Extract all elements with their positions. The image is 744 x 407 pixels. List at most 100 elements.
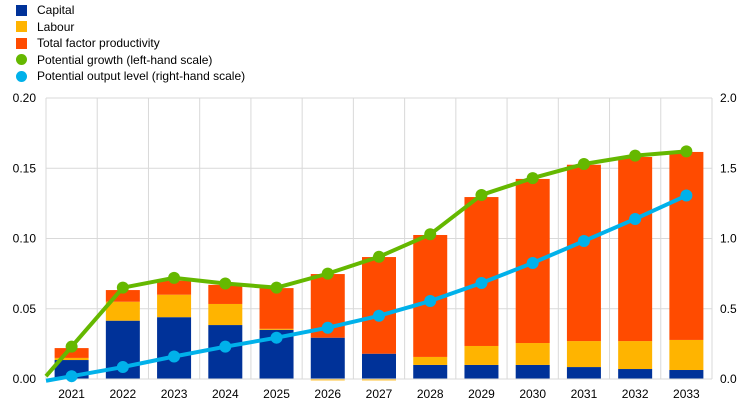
point-potential-output-level: [65, 370, 78, 383]
line-potential-growth: [44, 149, 687, 378]
x-tick-label: 2033: [673, 387, 700, 401]
bar-labour: [566, 341, 601, 368]
legend-label: Capital: [37, 3, 75, 18]
legend-item: Capital: [16, 2, 245, 19]
bar-capital: [618, 369, 653, 379]
point-potential-output-level: [526, 256, 539, 269]
x-tick-label: 2030: [519, 387, 546, 401]
left-tick-label: 0.20: [13, 91, 37, 105]
point-potential-growth: [116, 281, 129, 294]
point-potential-growth: [629, 149, 642, 162]
point-potential-output-level: [270, 331, 283, 344]
bar-capital: [413, 364, 448, 379]
bar-labour: [515, 343, 550, 365]
x-tick-label: 2026: [314, 387, 341, 401]
point-potential-output-level: [424, 295, 437, 308]
point-potential-growth: [475, 188, 488, 201]
point-potential-growth: [270, 281, 283, 294]
bar-labour: [310, 379, 345, 381]
line-potential-output-level: [45, 193, 688, 383]
right-tick-label: 2.0: [720, 91, 737, 105]
legend-label: Labour: [37, 19, 75, 34]
x-tick-label: 2032: [622, 387, 649, 401]
bar-labour: [157, 294, 192, 318]
bar-total-factor-productivity: [208, 284, 243, 304]
bar-capital: [310, 337, 345, 379]
bar-capital: [669, 370, 704, 379]
point-potential-growth: [168, 271, 181, 284]
point-potential-growth: [680, 145, 693, 158]
bar-labour: [362, 379, 396, 381]
legend-item: Potential output level (right-hand scale…: [16, 68, 245, 85]
bar-labour: [413, 356, 448, 365]
bar-capital: [157, 317, 192, 379]
bar-labour: [464, 345, 499, 365]
point-potential-growth: [577, 158, 590, 171]
point-potential-output-level: [680, 189, 693, 202]
legend-marker: [16, 54, 27, 66]
point-potential-output-level: [116, 361, 129, 374]
bar-labour: [105, 301, 140, 321]
legend-label: Total factor productivity: [37, 36, 160, 51]
x-tick-label: 2028: [417, 387, 444, 401]
right-tick-label: 0.5: [720, 302, 737, 316]
legend-item: Labour: [16, 19, 245, 36]
bar-capital: [515, 364, 550, 379]
bar-total-factor-productivity: [157, 280, 192, 295]
point-potential-output-level: [475, 277, 488, 290]
x-tick-label: 2025: [263, 387, 290, 401]
bar-total-factor-productivity: [566, 164, 601, 342]
bar-labour: [618, 341, 653, 370]
bar-total-factor-productivity: [362, 257, 396, 354]
point-potential-output-level: [373, 309, 385, 322]
point-potential-growth: [65, 340, 78, 353]
point-potential-growth: [219, 277, 232, 290]
point-potential-output-level: [577, 235, 590, 248]
left-tick-label: 0.00: [13, 372, 37, 386]
bar-capital: [566, 367, 601, 379]
bar-capital: [362, 353, 396, 379]
x-tick-label: 2024: [212, 387, 239, 401]
bar-labour: [208, 303, 243, 326]
point-potential-growth: [321, 267, 334, 280]
point-potential-growth: [373, 250, 385, 263]
legend-item: Total factor productivity: [16, 35, 245, 52]
bar-labour: [669, 339, 704, 371]
left-tick-label: 0.05: [13, 302, 37, 316]
x-tick-label: 2029: [468, 387, 495, 401]
bar-labour: [54, 357, 89, 361]
bar-total-factor-productivity: [464, 197, 499, 346]
legend-item: Potential growth (left-hand scale): [16, 52, 245, 69]
x-tick-label: 2023: [161, 387, 188, 401]
left-tick-label: 0.15: [13, 161, 37, 175]
bar-capital: [464, 364, 499, 379]
legend: Capital Labour Total factor productivity Po…: [16, 2, 245, 85]
legend-label: Potential growth (left-hand scale): [37, 52, 213, 67]
legend-marker: [16, 37, 27, 49]
x-tick-label: 2021: [58, 387, 85, 401]
bar-total-factor-productivity: [259, 288, 294, 329]
bar-total-factor-productivity: [105, 290, 140, 302]
x-tick-label: 2027: [366, 387, 393, 401]
bar-total-factor-productivity: [54, 348, 89, 358]
point-potential-output-level: [219, 340, 232, 353]
point-potential-output-level: [168, 350, 181, 363]
point-potential-output-level: [629, 212, 642, 225]
legend-marker: [16, 21, 27, 33]
point-potential-output-level: [321, 321, 334, 334]
bar-total-factor-productivity: [618, 157, 653, 342]
right-tick-label: 1.0: [720, 232, 737, 246]
bar-labour: [259, 328, 294, 330]
legend-label: Potential output level (right-hand scale…: [37, 69, 246, 84]
bar-total-factor-productivity: [669, 151, 704, 340]
legend-marker: [16, 4, 27, 16]
right-tick-label: 1.5: [720, 161, 737, 175]
x-tick-label: 2031: [571, 387, 598, 401]
left-tick-label: 0.10: [13, 232, 37, 246]
right-tick-label: 0.0: [720, 372, 737, 386]
x-tick-label: 2022: [109, 387, 136, 401]
point-potential-growth: [424, 228, 437, 241]
point-potential-growth: [526, 172, 539, 185]
legend-marker: [16, 70, 27, 82]
